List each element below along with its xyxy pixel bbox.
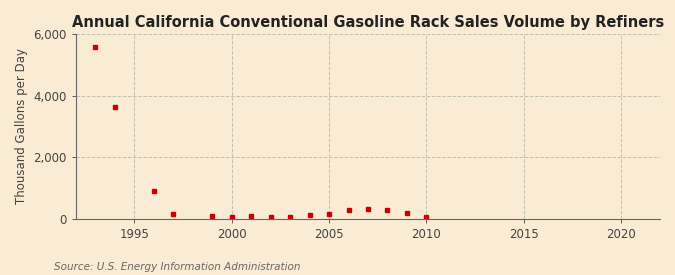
Y-axis label: Thousand Gallons per Day: Thousand Gallons per Day [15,48,28,204]
Text: Source: U.S. Energy Information Administration: Source: U.S. Energy Information Administ… [54,262,300,272]
Title: Annual California Conventional Gasoline Rack Sales Volume by Refiners: Annual California Conventional Gasoline … [72,15,664,30]
